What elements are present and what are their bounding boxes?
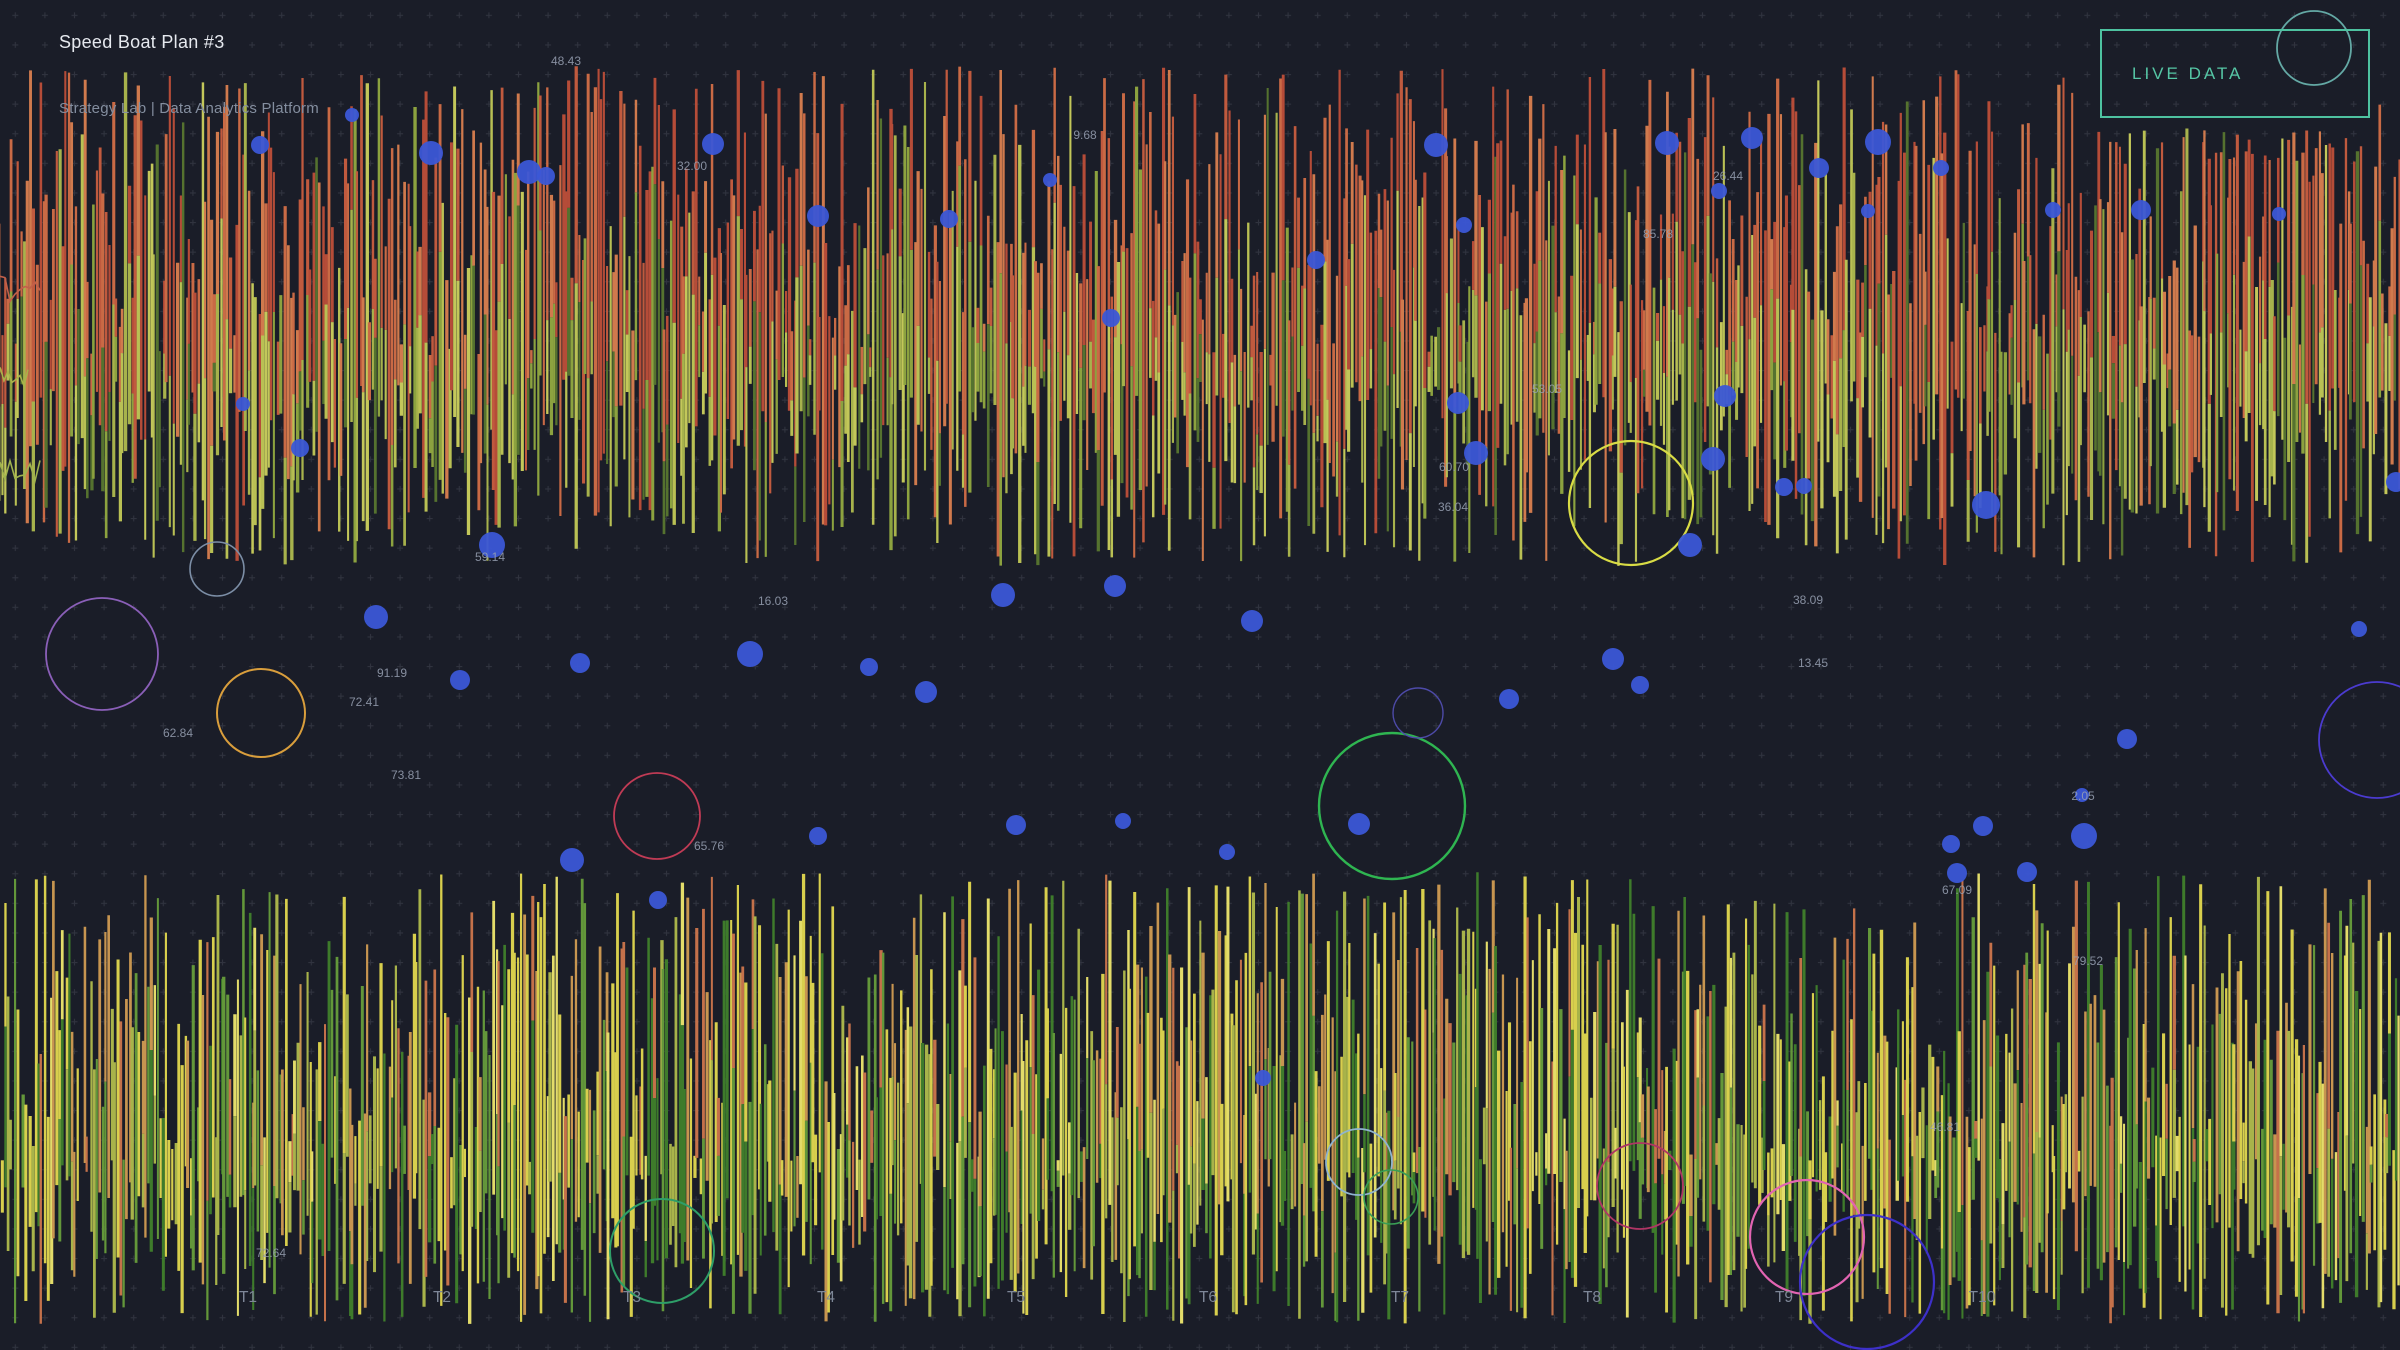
x-axis-label-t5: T5 (1007, 1289, 1025, 1306)
svg-text:38.09: 38.09 (1793, 593, 1823, 607)
svg-text:16.03: 16.03 (758, 594, 788, 608)
svg-text:72.41: 72.41 (349, 695, 379, 709)
svg-text:62.84: 62.84 (163, 726, 193, 740)
x-axis-label-t1: T1 (239, 1289, 257, 1306)
x-axis-label-t6: T6 (1199, 1289, 1217, 1306)
page-subtitle: Strategy Lab | Data Analytics Platform (59, 100, 319, 117)
scatter-dots (236, 108, 2400, 1086)
svg-text:91.19: 91.19 (377, 666, 407, 680)
svg-text:9.68: 9.68 (1073, 128, 1097, 142)
svg-text:46.81: 46.81 (1930, 1120, 1960, 1134)
bottom-spike-band (0, 872, 2400, 1324)
svg-text:72.64: 72.64 (256, 1246, 286, 1260)
live-data-label: LIVE DATA (2132, 63, 2244, 83)
x-axis-label-t9: T9 (1775, 1289, 1793, 1306)
svg-text:79.52: 79.52 (2073, 954, 2103, 968)
x-axis-label-t8: T8 (1583, 1289, 1601, 1306)
x-axis-label-t10: T10 (1969, 1289, 1996, 1306)
svg-text:59.14: 59.14 (475, 550, 505, 564)
svg-text:2.05: 2.05 (2071, 789, 2095, 803)
svg-text:53.05: 53.05 (1532, 382, 1562, 396)
svg-text:26.44: 26.44 (1713, 169, 1743, 183)
live-data-badge: LIVE DATA (2100, 29, 2370, 118)
x-axis-label-t2: T2 (433, 1289, 451, 1306)
svg-text:32.00: 32.00 (677, 159, 707, 173)
svg-text:36.04: 36.04 (1438, 500, 1468, 514)
svg-text:60.70: 60.70 (1439, 460, 1469, 474)
outline-rings (45, 10, 2400, 1350)
page-title: Speed Boat Plan #3 (59, 32, 225, 52)
svg-text:73.81: 73.81 (391, 768, 421, 782)
x-axis-label-t4: T4 (817, 1289, 835, 1306)
top-spike-band (0, 66, 2400, 566)
x-axis-label-t7: T7 (1391, 1289, 1409, 1306)
svg-text:67.09: 67.09 (1942, 883, 1972, 897)
svg-text:85.78: 85.78 (1643, 227, 1673, 241)
svg-text:13.45: 13.45 (1798, 656, 1828, 670)
svg-text:65.76: 65.76 (694, 839, 724, 853)
x-axis-label-t3: T3 (623, 1289, 641, 1306)
svg-text:48.43: 48.43 (551, 54, 581, 68)
left-zigzag-traces (0, 275, 41, 484)
x-axis-labels: T1 T2 T3 T4 T5 T6 T7 T8 T9 T10 (239, 1289, 1996, 1306)
value-labels: 48.43 32.00 9.68 26.44 85.78 53.05 60.70 36.04 5… (163, 54, 2103, 1260)
